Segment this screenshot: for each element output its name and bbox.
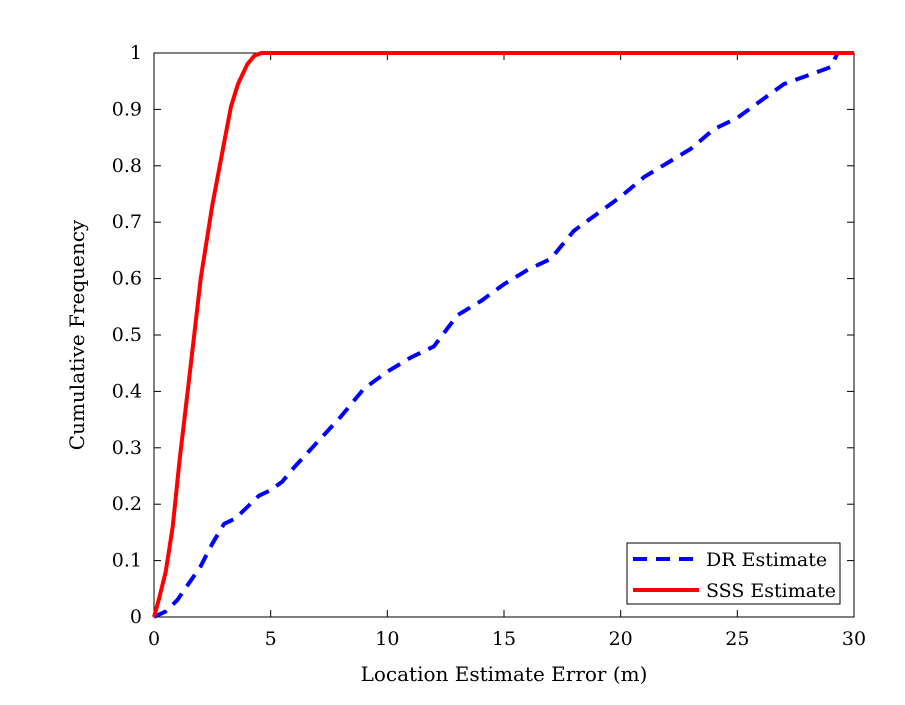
- series-line-sss-estimate: [152, 51, 854, 618]
- y-tick-label: 0.9: [112, 98, 142, 120]
- y-tick-label: 0.2: [112, 493, 142, 515]
- x-tick-label: 15: [492, 628, 516, 650]
- x-tick-label: 10: [375, 628, 399, 650]
- series-lines: [152, 51, 854, 619]
- x-tick-label: 5: [265, 628, 277, 650]
- x-tick-label: 30: [842, 628, 866, 650]
- y-tick-label: 0.8: [112, 155, 142, 177]
- legend-box: [626, 542, 841, 605]
- x-tick-label: 25: [725, 628, 749, 650]
- x-tick-label: 0: [148, 628, 160, 650]
- x-axis-title: Location Estimate Error (m): [361, 662, 648, 686]
- y-axis-title: Cumulative Frequency: [65, 219, 89, 450]
- y-tick-label: 1: [130, 42, 142, 64]
- legend-label-dr-estimate: DR Estimate: [706, 549, 827, 571]
- legend-label-sss-estimate: SSS Estimate: [706, 580, 836, 602]
- y-tick-label: 0.7: [112, 211, 142, 233]
- y-tick-label: 0.6: [112, 268, 142, 290]
- y-tick-label: 0.4: [112, 380, 142, 402]
- y-tick-label: 0.3: [112, 437, 142, 459]
- legend: DR Estimate SSS Estimate: [626, 542, 841, 605]
- y-tick-label: 0.5: [112, 324, 142, 346]
- series-line-dr-estimate: [153, 52, 840, 619]
- y-tick-label: 0: [130, 606, 142, 628]
- axis-tick-labels: 0 5 10 15 20 25 30 0 0.1 0.2 0.3 0.4 0.5 0.6 0.7 0.8 0.9…: [112, 42, 866, 650]
- x-tick-label: 20: [609, 628, 633, 650]
- y-tick-label: 0.1: [112, 550, 142, 572]
